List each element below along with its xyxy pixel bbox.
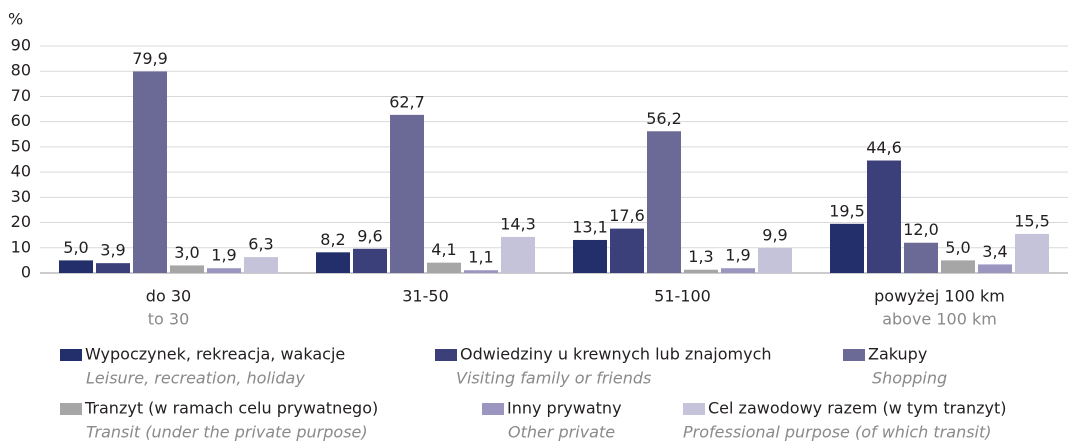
- value-label: 4,1: [431, 240, 456, 259]
- value-label: 5,0: [945, 238, 970, 257]
- bar: [207, 268, 241, 273]
- value-label: 17,6: [609, 206, 645, 225]
- legend-label: Wypoczynek, rekreacja, wakacje: [85, 345, 345, 364]
- legend-swatch: [60, 403, 82, 415]
- x-tick-sublabel: above 100 km: [882, 310, 997, 329]
- bar: [353, 248, 387, 273]
- bar: [427, 262, 461, 273]
- value-label: 14,3: [500, 214, 536, 233]
- value-label: 3,0: [174, 243, 199, 262]
- legend-label: Tranzyt (w ramach celu prywatnego): [84, 399, 378, 418]
- y-tick-label: 40: [11, 162, 31, 181]
- legend-swatch: [683, 403, 705, 415]
- bar: [758, 248, 792, 273]
- y-tick-label: 90: [11, 36, 31, 55]
- bar: [316, 252, 350, 273]
- bar: [904, 242, 938, 273]
- value-label: 1,3: [688, 247, 713, 266]
- x-tick-label: powyżej 100 km: [874, 287, 1005, 306]
- y-tick-label: 60: [11, 111, 31, 130]
- value-label: 1,9: [211, 246, 236, 265]
- legend-label-en: Shopping: [872, 369, 947, 388]
- value-label: 5,0: [63, 238, 88, 257]
- legend-label: Cel zawodowy razem (w tym tranzyt): [708, 399, 1007, 418]
- legend-label-en: Other private: [508, 423, 615, 441]
- x-tick-sublabel: to 30: [148, 310, 190, 329]
- y-tick-label: 70: [11, 86, 31, 105]
- legend-swatch: [60, 349, 82, 361]
- bar: [684, 269, 718, 273]
- bar: [867, 160, 901, 273]
- legend-label-en: Leisure, recreation, holiday: [86, 369, 305, 388]
- value-label: 13,1: [572, 217, 608, 236]
- legend-label: Odwiedziny u krewnych lub znajomych: [460, 345, 772, 364]
- x-tick-label: 31-50: [402, 287, 449, 306]
- bar: [170, 265, 204, 273]
- value-label: 79,9: [132, 49, 168, 68]
- y-tick-label: 50: [11, 136, 31, 155]
- y-tick-label: 30: [11, 187, 31, 206]
- value-label: 3,4: [982, 242, 1007, 261]
- bar: [830, 223, 864, 273]
- x-tick-label: do 30: [146, 287, 191, 306]
- bar: [721, 268, 755, 273]
- value-label: 9,6: [357, 226, 382, 245]
- bar: [59, 260, 93, 273]
- legend-label-en: Transit (under the private purpose): [86, 423, 368, 441]
- legend-label-en: Visiting family or friends: [456, 369, 651, 388]
- y-tick-label: 10: [11, 237, 31, 256]
- value-label: 3,9: [100, 241, 125, 260]
- y-tick-label: 20: [11, 212, 31, 231]
- value-label: 12,0: [903, 220, 939, 239]
- legend-label: Inny prywatny: [507, 399, 622, 418]
- bar: [390, 114, 424, 274]
- bar: [610, 228, 644, 273]
- y-tick-label: 80: [11, 61, 31, 80]
- bar: [501, 236, 535, 273]
- legend-label-en: Professional purpose (of which transit): [683, 423, 992, 441]
- bar: [133, 71, 167, 273]
- value-label: 1,1: [468, 248, 493, 267]
- bar: [647, 131, 681, 273]
- y-unit: %: [8, 10, 23, 29]
- value-label: 56,2: [646, 109, 682, 128]
- value-label: 6,3: [248, 235, 273, 254]
- bar: [464, 270, 498, 273]
- bar: [941, 260, 975, 273]
- bar: [244, 257, 278, 273]
- y-tick-label: 0: [21, 263, 31, 282]
- value-label: 15,5: [1014, 211, 1050, 230]
- legend-label: Zakupy: [868, 345, 927, 364]
- value-label: 1,9: [725, 246, 750, 265]
- value-label: 8,2: [320, 230, 345, 249]
- value-label: 9,9: [762, 226, 787, 245]
- bar: [573, 239, 607, 273]
- x-tick-label: 51-100: [654, 287, 711, 306]
- legend-swatch: [482, 403, 504, 415]
- bar: [96, 263, 130, 273]
- value-label: 19,5: [829, 201, 865, 220]
- value-label: 62,7: [389, 92, 425, 111]
- legend-swatch: [435, 349, 457, 361]
- bar: [978, 264, 1012, 273]
- bar: [1015, 233, 1049, 273]
- value-label: 44,6: [866, 138, 902, 157]
- legend-swatch: [843, 349, 865, 361]
